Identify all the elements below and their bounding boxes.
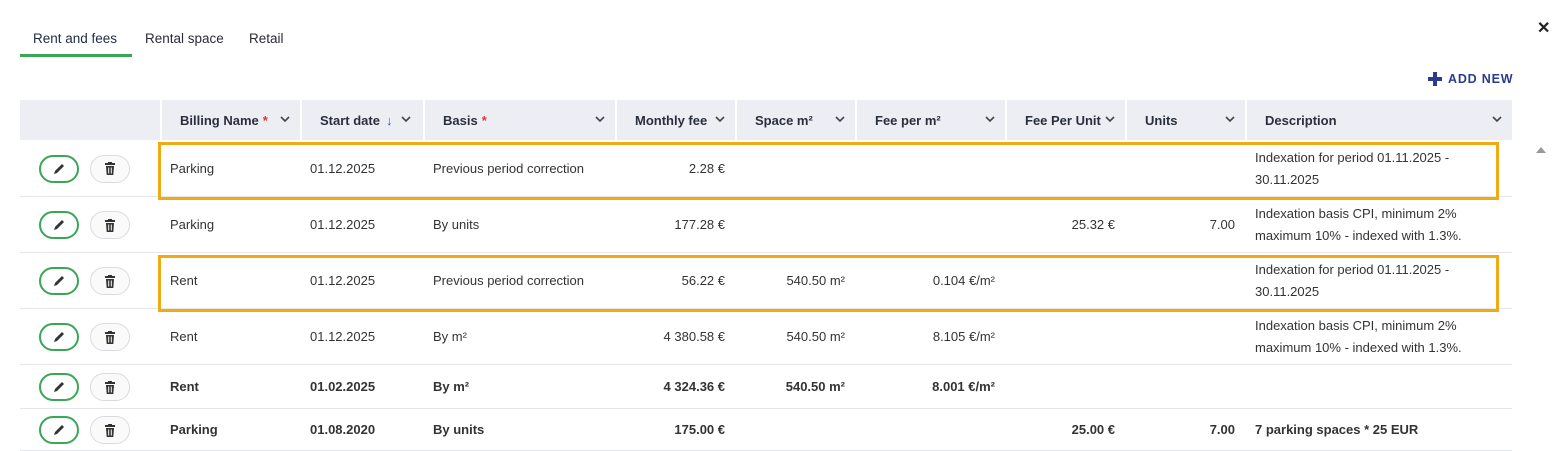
cell: 25.00 €: [1071, 422, 1115, 437]
cell: Rent: [170, 329, 198, 344]
plus-icon: [1428, 72, 1442, 86]
cell: 25.32 €: [1071, 217, 1115, 232]
cell: 8.105 €/m²: [932, 329, 995, 344]
header-cell[interactable]: Description: [1245, 100, 1512, 140]
add-new-button[interactable]: ADD NEW: [1428, 72, 1513, 86]
row-separator: [20, 364, 1512, 365]
delete-button[interactable]: [90, 154, 130, 183]
header-label: Fee Per Unit: [1025, 112, 1101, 128]
cell: 01.12.2025: [310, 329, 376, 344]
tab[interactable]: Retail: [249, 31, 284, 46]
tab[interactable]: Rental space: [145, 31, 224, 46]
header-label: Start date: [320, 112, 380, 128]
delete-button[interactable]: [90, 373, 130, 401]
cell: Parking: [170, 160, 215, 176]
scroll-up-arrow[interactable]: [1535, 146, 1547, 154]
cell: By m²: [433, 329, 467, 344]
cell: 540.50 m²: [786, 273, 845, 288]
cell: 56.22 €: [681, 273, 725, 288]
cell: 4 380.58 €: [663, 329, 725, 344]
row-separator: [20, 308, 1512, 309]
delete-button[interactable]: [90, 416, 130, 444]
delete-button[interactable]: [90, 267, 130, 295]
edit-button[interactable]: [39, 267, 79, 295]
cell: Previous period correction: [433, 273, 585, 288]
header-label: Fee per m²: [875, 112, 941, 128]
cell: By units: [433, 217, 480, 232]
cell: Indexation basis CPI, minimum 2% maximum…: [1255, 318, 1462, 355]
cell: 8.001 €/m²: [932, 379, 995, 394]
required-mark: *: [262, 112, 268, 128]
cell: Rent: [170, 273, 198, 288]
cell: 540.50 m²: [785, 379, 845, 394]
header-cell[interactable]: Billing Name *: [160, 100, 300, 140]
cell: 01.12.2025: [310, 217, 376, 232]
header-cell[interactable]: Units: [1125, 100, 1245, 140]
cell: 01.02.2025: [310, 379, 376, 394]
cell: 540.50 m²: [786, 329, 845, 344]
header-cell[interactable]: Space m²: [735, 100, 855, 140]
tab[interactable]: Rent and fees: [33, 31, 118, 46]
cell: 7.00: [1209, 422, 1235, 437]
row-separator: [20, 196, 1512, 197]
header-cell[interactable]: Basis *: [423, 100, 615, 140]
cell: 2.28 €: [688, 160, 725, 176]
cell: 01.12.2025: [310, 273, 376, 288]
cell: 01.12.2025: [310, 160, 376, 176]
row-separator: [20, 408, 1512, 409]
edit-button[interactable]: [39, 323, 79, 351]
header-cell[interactable]: Start date ↓: [300, 100, 423, 140]
cell: Indexation basis CPI, minimum 2% maximum…: [1255, 206, 1462, 243]
edit-button[interactable]: [39, 211, 79, 239]
row-separator: [20, 252, 1512, 253]
close-button[interactable]: ✕: [1537, 20, 1551, 37]
header-label: Description: [1265, 112, 1337, 128]
add-new-label: ADD NEW: [1448, 72, 1514, 86]
delete-button[interactable]: [90, 211, 130, 239]
required-mark: *: [481, 112, 487, 128]
table-header: [20, 100, 1512, 140]
highlight-box: [158, 255, 1499, 312]
cell: 7.00: [1209, 217, 1235, 232]
cell: Parking: [170, 217, 215, 232]
header-label: Monthly fee: [635, 112, 708, 128]
cell: Parking: [170, 422, 218, 437]
cell: 01.08.2020: [310, 422, 376, 437]
edit-button[interactable]: [39, 373, 79, 401]
edit-button[interactable]: [39, 154, 79, 183]
cell: By units: [433, 422, 485, 437]
header-cell[interactable]: Fee Per Unit: [1005, 100, 1125, 140]
header-label: Basis: [443, 112, 478, 128]
highlight-box: [158, 142, 1499, 200]
header-label: Units: [1145, 112, 1178, 128]
header-cell[interactable]: Monthly fee: [615, 100, 735, 140]
cell: 177.28 €: [674, 217, 725, 232]
cell: 4 324.36 €: [663, 379, 725, 394]
cell: Indexation for period 01.11.2025 - 30.11…: [1255, 149, 1450, 187]
header-cell[interactable]: Fee per m²: [855, 100, 1005, 140]
active-tab-underline: [20, 54, 132, 57]
delete-button[interactable]: [90, 323, 130, 351]
cell: Previous period correction: [433, 160, 585, 176]
cell: Indexation for period 01.11.2025 - 30.11…: [1255, 262, 1450, 299]
header-label: Billing Name: [180, 112, 259, 128]
cell: Rent: [170, 379, 199, 394]
header-label: Space m²: [755, 112, 813, 128]
cell: 7 parking spaces * 25 EUR: [1255, 422, 1419, 437]
cell: By m²: [433, 379, 470, 394]
cell: 0.104 €/m²: [932, 273, 995, 288]
cell: 175.00 €: [674, 422, 725, 437]
edit-button[interactable]: [39, 416, 79, 444]
sort-arrow: ↓: [385, 112, 393, 128]
